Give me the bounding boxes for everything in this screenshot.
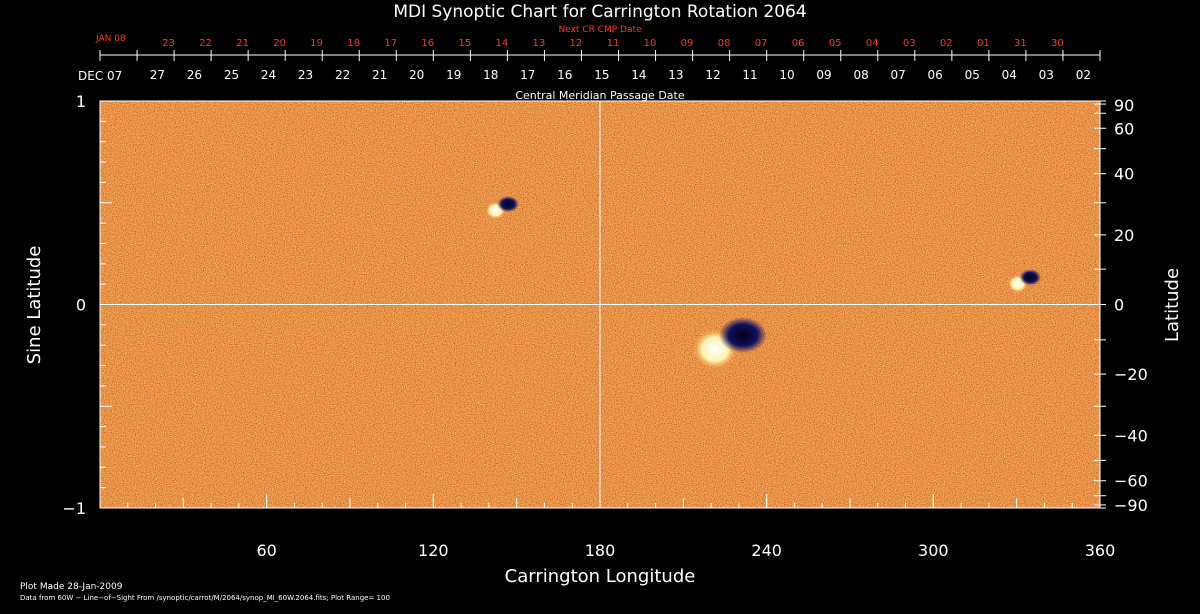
next-cr-date-label: 05 (829, 38, 842, 49)
y-axis-label: Sine Latitude (24, 246, 45, 365)
next-cr-date-label: 23 (162, 38, 175, 49)
top-date-label: 02 (1076, 68, 1091, 82)
top-date-label: 05 (965, 68, 980, 82)
top-axis-label: Central Meridian Passage Date (515, 89, 684, 102)
x-tick-label: 300 (918, 541, 949, 560)
plot-made-label: Plot Made 28-Jan-2009 (20, 582, 123, 592)
top-date-label: 10 (779, 68, 794, 82)
negative-polarity-region (497, 196, 519, 213)
top-date-label: 04 (1002, 68, 1017, 82)
y2-axis-label: Latitude (1162, 268, 1183, 342)
top-date-label: 25 (224, 68, 239, 82)
negative-polarity-region (719, 317, 767, 354)
y2-tick-label: −20 (1114, 365, 1148, 384)
next-cr-date-label: 17 (384, 38, 397, 49)
next-cr-date-label: 11 (607, 38, 620, 49)
top-date-label: 09 (816, 68, 831, 82)
next-cr-date-label: 16 (421, 38, 434, 49)
next-cr-date-label: 13 (533, 38, 546, 49)
x-tick-label: 120 (418, 541, 449, 560)
top-date-label: 14 (631, 68, 646, 82)
next-cr-date-label: 12 (570, 38, 583, 49)
top-date-label: 17 (520, 68, 535, 82)
next-cr-date-label: 18 (347, 38, 360, 49)
y2-tick-label: −60 (1114, 472, 1148, 491)
data-source-label: Data from 60W − Line−of−Sight From /syno… (20, 594, 390, 602)
y2-tick-label: 40 (1114, 165, 1134, 184)
chart-title: MDI Synoptic Chart for Carrington Rotati… (393, 2, 806, 22)
next-cr-date-label: 19 (310, 38, 323, 49)
next-cr-date-label: 06 (792, 38, 805, 49)
top-date-label: 24 (261, 68, 276, 82)
top-date-label: 06 (928, 68, 943, 82)
next-cr-date-label: 03 (903, 38, 916, 49)
next-cr-start-label: JAN 08 (95, 34, 126, 44)
top-date-label: 11 (742, 68, 757, 82)
top-date-label: 23 (298, 68, 313, 82)
top-date-label: 03 (1039, 68, 1054, 82)
next-cr-date-label: 21 (236, 38, 249, 49)
top-date-label: 26 (187, 68, 202, 82)
top-date-label: 13 (668, 68, 683, 82)
top-date-label: 20 (409, 68, 424, 82)
y-tick-label: −1 (62, 499, 86, 518)
next-cr-date-label: 01 (977, 38, 990, 49)
top-axis-start-label: DEC 07 (78, 69, 122, 83)
y2-tick-label: −40 (1114, 426, 1148, 445)
next-cr-date-label: 14 (495, 38, 508, 49)
x-tick-label: 180 (585, 541, 616, 560)
top-date-label: 19 (446, 68, 461, 82)
top-date-label: 22 (335, 68, 350, 82)
next-cr-axis-label: Next CR CMP Date (558, 25, 642, 35)
x-tick-label: 60 (256, 541, 276, 560)
next-cr-date-label: 09 (681, 38, 694, 49)
top-date-label: 16 (557, 68, 572, 82)
next-cr-date-label: 30 (1051, 38, 1064, 49)
top-date-label: 12 (705, 68, 720, 82)
top-date-label: 18 (483, 68, 498, 82)
x-axis-label: Carrington Longitude (505, 566, 696, 587)
y2-tick-label: 60 (1114, 119, 1134, 138)
x-tick-label: 360 (1085, 541, 1116, 560)
next-cr-date-label: 04 (866, 38, 879, 49)
next-cr-date-label: 08 (718, 38, 731, 49)
y2-tick-label: 0 (1114, 296, 1124, 315)
next-cr-date-label: 15 (458, 38, 471, 49)
y-tick-label: 1 (76, 92, 86, 111)
y-tick-label: 0 (76, 296, 86, 315)
next-cr-date-label: 10 (644, 38, 657, 49)
y2-tick-label: 20 (1114, 226, 1134, 245)
next-cr-date-label: 02 (940, 38, 953, 49)
top-date-label: 07 (891, 68, 906, 82)
top-date-label: 15 (594, 68, 609, 82)
top-date-label: 21 (372, 68, 387, 82)
top-date-label: 27 (150, 68, 165, 82)
y2-tick-label: 90 (1114, 96, 1134, 115)
next-cr-date-label: 07 (755, 38, 768, 49)
x-tick-label: 240 (751, 541, 782, 560)
negative-polarity-region (1019, 269, 1042, 286)
y2-tick-label: −90 (1114, 496, 1148, 515)
next-cr-date-label: 22 (199, 38, 212, 49)
next-cr-date-label: 20 (273, 38, 286, 49)
top-date-label: 08 (853, 68, 868, 82)
next-cr-date-label: 31 (1014, 38, 1027, 49)
